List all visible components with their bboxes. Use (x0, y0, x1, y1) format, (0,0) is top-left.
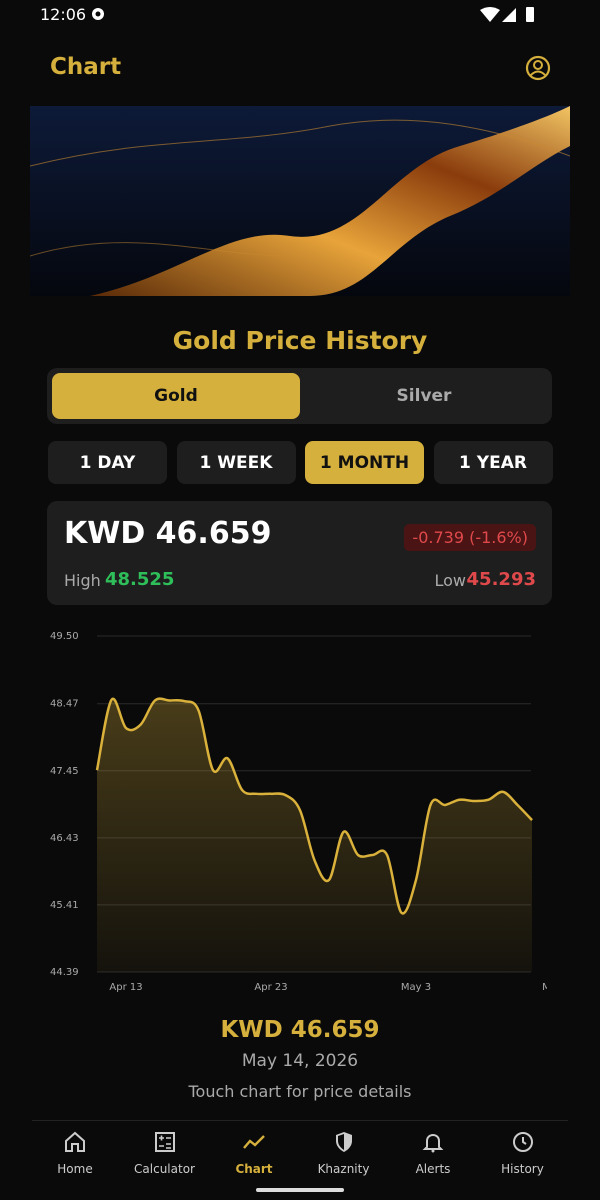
metal-tab[interactable]: Gold (52, 373, 300, 419)
selected-price: KWD 46.659 (220, 1017, 380, 1043)
nav-divider (32, 1120, 568, 1121)
x-tick-label: Apr 23 (254, 982, 287, 993)
nav-icon (335, 1132, 352, 1152)
home-indicator (256, 1188, 344, 1192)
nav-label: Chart (235, 1162, 273, 1176)
price-line (95, 697, 533, 915)
nav-icon (65, 1131, 85, 1152)
high-label: High (64, 571, 101, 590)
low-label: Low (434, 571, 466, 590)
nav-item[interactable]: Calculator (120, 1130, 210, 1176)
x-tick-label: M (542, 982, 551, 993)
banner-image (30, 106, 570, 296)
range-tab[interactable]: 1 DAY (48, 441, 167, 484)
range-tab[interactable]: 1 WEEK (176, 441, 296, 484)
selected-date: May 14, 2026 (241, 1051, 359, 1071)
nav-label: Khaznity (317, 1162, 370, 1176)
y-tick-label: 48.47 (50, 699, 79, 710)
price-change: -0.739 (-1.6%) (404, 524, 536, 551)
metal-tab[interactable]: Silver (396, 386, 452, 406)
nav-item[interactable]: History (478, 1130, 568, 1176)
price-chart[interactable]: 44.39 45.41 46.43 47.45 48.47 49.50 Apr 13 Apr … (0, 620, 600, 1000)
range-tab[interactable]: 1 MONTH (305, 441, 424, 484)
nav-icon (243, 1135, 265, 1149)
header-title: Chart (50, 54, 122, 80)
nav-label: Alerts (415, 1162, 451, 1176)
price-card (47, 501, 552, 605)
low-value: 45.293 (466, 569, 536, 590)
nav-label: History (501, 1162, 544, 1176)
x-tick-label: Apr 13 (109, 982, 142, 993)
nav-item[interactable]: Home (30, 1130, 120, 1176)
nav-icon (422, 1133, 444, 1153)
y-tick-label: 44.39 (50, 967, 79, 978)
profile-button[interactable] (525, 55, 551, 81)
y-tick-label: 46.43 (50, 833, 79, 844)
x-tick-label: May 3 (401, 982, 431, 993)
hint: Touch chart for price details (188, 1082, 412, 1101)
status-icons (480, 7, 534, 22)
high-value: 48.525 (105, 569, 175, 590)
y-tick-label: 45.41 (50, 900, 79, 911)
nav-label: Home (57, 1162, 93, 1176)
y-tick-label: 49.50 (50, 631, 79, 642)
current-price: KWD 46.659 (64, 516, 272, 551)
section-title: Gold Price History (172, 326, 428, 355)
price-area (97, 698, 532, 972)
y-tick-label: 47.45 (50, 766, 79, 777)
range-tab[interactable]: 1 YEAR (433, 441, 553, 484)
nav-item[interactable]: Khaznity (299, 1130, 389, 1176)
nav-item[interactable]: Alerts (388, 1130, 478, 1176)
nav-icon (512, 1132, 533, 1152)
status-time: 12:06 (40, 5, 87, 24)
settings-icon (92, 8, 104, 20)
nav-icon (154, 1132, 175, 1152)
nav-item[interactable]: Chart (209, 1130, 299, 1176)
nav-label: Calculator (134, 1162, 195, 1176)
